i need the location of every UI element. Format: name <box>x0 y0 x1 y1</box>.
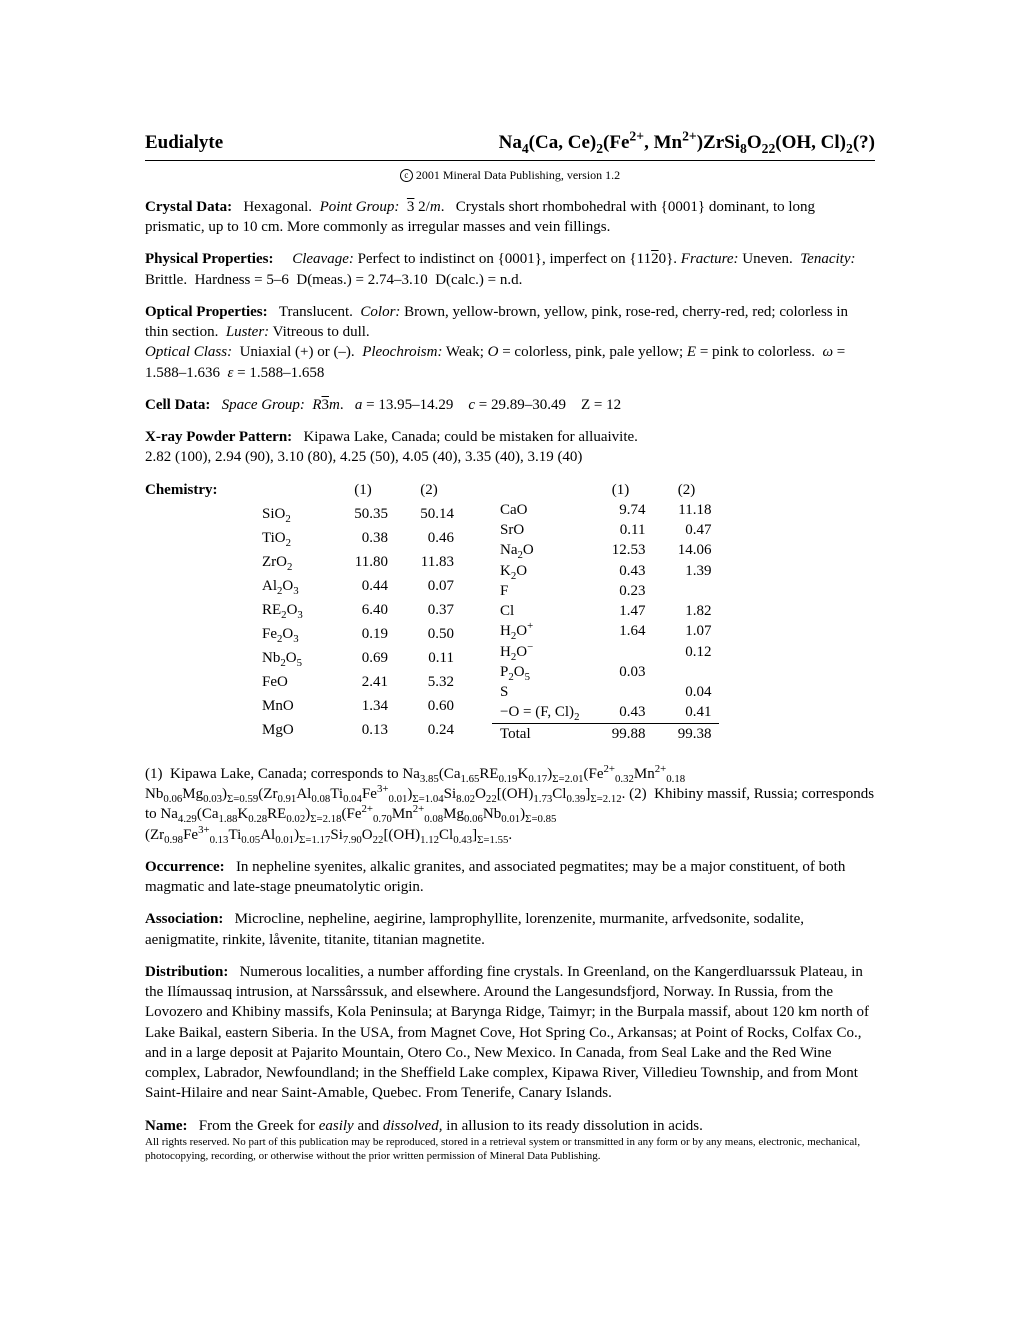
distribution-label: Distribution: <box>145 964 228 980</box>
chemistry-table-left: (1)(2)SiO250.3550.14TiO20.380.46ZrO211.8… <box>254 480 462 744</box>
occurrence-section: Occurrence: In nepheline syenites, alkal… <box>145 857 875 898</box>
title-bar: Eudialyte Na4(Ca, Ce)2(Fe2+, Mn2+)ZrSi8O… <box>145 130 875 161</box>
copyright-line: c 2001 Mineral Data Publishing, version … <box>145 167 875 183</box>
name-label: Name: <box>145 1118 187 1134</box>
copyright-icon: c <box>400 169 413 182</box>
association-label: Association: <box>145 911 223 927</box>
chemical-formula: Na4(Ca, Ce)2(Fe2+, Mn2+)ZrSi8O22(OH, Cl)… <box>499 130 875 156</box>
analysis-notes: (1) Kipawa Lake, Canada; corresponds to … <box>145 764 875 845</box>
chemistry-tables: (1)(2)SiO250.3550.14TiO20.380.46ZrO211.8… <box>254 480 719 744</box>
xray-section: X-ray Powder Pattern: Kipawa Lake, Canad… <box>145 427 875 468</box>
cell-data-section: Cell Data: Space Group: R3m. a = 13.95–1… <box>145 395 875 415</box>
chemistry-section: Chemistry: (1)(2)SiO250.3550.14TiO20.380… <box>145 480 875 744</box>
occurrence-body: In nepheline syenites, alkalic granites,… <box>145 859 845 895</box>
occurrence-label: Occurrence: <box>145 859 225 875</box>
association-section: Association: Microcline, nepheline, aegi… <box>145 909 875 950</box>
page: Eudialyte Na4(Ca, Ce)2(Fe2+, Mn2+)ZrSi8O… <box>0 0 1020 1320</box>
name-section: Name: From the Greek for easily and diss… <box>145 1116 875 1164</box>
crystal-data-label: Crystal Data: <box>145 199 232 215</box>
mineral-name: Eudialyte <box>145 130 223 156</box>
physical-label: Physical Properties: <box>145 251 273 267</box>
copyright-text: 2001 Mineral Data Publishing, version 1.… <box>416 168 620 182</box>
xray-label: X-ray Powder Pattern: <box>145 429 292 445</box>
optical-label: Optical Properties: <box>145 304 268 320</box>
name-body: From the Greek for easily and dissolved,… <box>199 1118 703 1134</box>
distribution-body: Numerous localities, a number affording … <box>145 964 869 1102</box>
physical-properties-section: Physical Properties: Cleavage: Perfect t… <box>145 249 875 290</box>
cell-body: Space Group: R3m. a = 13.95–14.29 c = 29… <box>222 397 621 413</box>
chemistry-label: Chemistry: <box>145 480 254 500</box>
cell-label: Cell Data: <box>145 397 210 413</box>
crystal-data-body: Hexagonal. Point Group: 3 2/m. Crystals … <box>145 199 815 235</box>
optical-properties-section: Optical Properties: Translucent. Color: … <box>145 302 875 383</box>
rights-text: All rights reserved. No part of this pub… <box>145 1136 875 1164</box>
association-body: Microcline, nepheline, aegirine, lamprop… <box>145 911 804 947</box>
distribution-section: Distribution: Numerous localities, a num… <box>145 962 875 1104</box>
chemistry-table-right: (1)(2)CaO9.7411.18SrO0.110.47Na2O12.5314… <box>492 480 719 744</box>
crystal-data-section: Crystal Data: Hexagonal. Point Group: 3 … <box>145 197 875 238</box>
